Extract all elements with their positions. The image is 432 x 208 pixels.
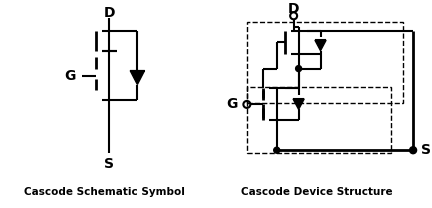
Text: S: S [105, 157, 114, 171]
Text: G: G [64, 69, 75, 83]
Text: D: D [288, 2, 299, 16]
Circle shape [295, 66, 302, 72]
Text: S: S [421, 143, 431, 157]
Bar [247, 87, 391, 153]
Circle shape [410, 147, 416, 154]
Polygon shape [130, 71, 145, 84]
Text: D: D [104, 6, 115, 20]
Text: Cascode Schematic Symbol: Cascode Schematic Symbol [24, 187, 185, 197]
Text: Cascode Device Structure: Cascode Device Structure [241, 187, 392, 197]
Bar [247, 22, 403, 103]
Polygon shape [293, 99, 304, 109]
Text: G: G [226, 97, 238, 111]
Polygon shape [315, 40, 326, 51]
Circle shape [274, 147, 280, 153]
